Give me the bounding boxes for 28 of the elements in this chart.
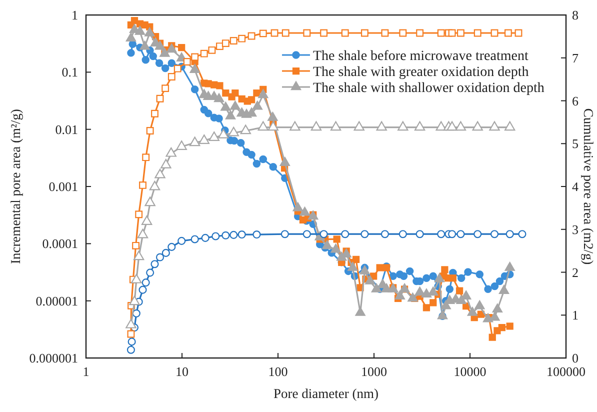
y2-tick-label: 1 bbox=[572, 308, 578, 323]
y-tick-label: 0.01 bbox=[55, 122, 78, 137]
x-tick-label: 100 bbox=[268, 364, 288, 379]
y2-tick-label: 4 bbox=[572, 179, 579, 194]
y-tick-label: 0.0001 bbox=[42, 236, 78, 252]
y2-tick-label: 8 bbox=[572, 8, 578, 22]
y2-tick-label: 5 bbox=[572, 136, 578, 152]
y-axis-title: Incremental pore area (m²/g) bbox=[8, 108, 23, 264]
x-tick-label: 100000 bbox=[546, 364, 586, 379]
y2-axis-title: Cumulative pore area (m2/g) bbox=[581, 108, 596, 265]
x-tick-label: 10000 bbox=[454, 364, 486, 379]
y2-tick-label: 3 bbox=[572, 222, 578, 237]
x-tick-label: 10 bbox=[176, 364, 188, 379]
y2-tick-label: 6 bbox=[572, 93, 579, 108]
x-tick-label: 1000 bbox=[361, 364, 387, 379]
legend-label: The shale with shallower oxidation depth bbox=[313, 81, 544, 96]
y-tick-label: 0.000001 bbox=[29, 350, 78, 366]
y2-tick-label: 0 bbox=[572, 350, 578, 366]
legend-label: The shale before microwave treatment bbox=[313, 49, 528, 64]
y2-tick-label: 2 bbox=[572, 264, 578, 280]
y-tick-label: 0.00001 bbox=[36, 293, 78, 308]
legend-label: The shale with greater oxidation depth bbox=[313, 65, 529, 80]
y2-tick-label: 7 bbox=[572, 50, 579, 66]
x-tick-label: 1 bbox=[82, 364, 90, 379]
y-tick-label: 0.1 bbox=[62, 64, 78, 80]
y-tick-label: 1 bbox=[72, 8, 78, 22]
y-tick-label: 0.001 bbox=[48, 179, 78, 194]
x-axis-title: Pore diameter (nm) bbox=[274, 386, 378, 401]
